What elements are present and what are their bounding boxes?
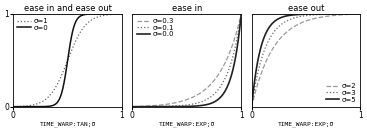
σ=1 [100,15,105,17]
Line: σ=0: σ=0 [13,14,122,107]
σ=1 [63,65,68,66]
σ=0.3 [189,97,193,99]
σ=0 [76,17,80,19]
σ=0.3 [236,24,241,25]
σ=0.0 [239,13,243,15]
σ=2 [250,106,254,107]
Title: ease in: ease in [172,4,202,13]
σ=2 [302,21,306,23]
Title: ease out: ease out [288,4,324,13]
σ=0.1 [239,13,243,15]
Legend: σ=0.3, σ=0.1, σ=0.0: σ=0.3, σ=0.1, σ=0.0 [136,17,175,38]
σ=1 [70,48,74,50]
σ=0 [63,77,67,79]
Line: σ=0.3: σ=0.3 [132,14,241,107]
σ=1 [11,106,15,107]
σ=3 [308,14,313,16]
σ=3 [250,106,254,107]
σ=0 [63,73,68,75]
σ=0.1 [195,102,199,104]
σ=0.3 [182,100,186,101]
σ=0.1 [182,105,186,106]
σ=1 [117,13,121,15]
σ=2 [356,13,360,15]
σ=0 [11,106,15,107]
Title: ease in and ease out: ease in and ease out [24,4,112,13]
σ=3 [314,14,319,15]
σ=0.3 [182,100,187,101]
σ=0 [120,13,124,15]
σ=2 [301,21,305,23]
σ=0.3 [219,69,224,70]
σ=5 [358,13,363,15]
σ=5 [250,106,254,107]
σ=3 [356,13,360,15]
σ=5 [302,13,306,15]
σ=0.1 [189,103,193,105]
σ=3 [339,13,343,15]
σ=1 [63,66,67,68]
σ=0.3 [130,106,135,107]
σ=0 [117,13,121,15]
σ=3 [358,13,363,15]
σ=1 [76,36,80,37]
σ=2 [339,14,343,16]
Line: σ=3: σ=3 [252,14,360,107]
σ=5 [308,13,313,15]
σ=0.1 [182,104,187,106]
σ=5 [356,13,360,15]
X-axis label: TIME_WARP:TAN;σ: TIME_WARP:TAN;σ [40,121,96,127]
σ=5 [339,13,343,15]
σ=0.3 [239,13,243,15]
σ=0.1 [130,106,135,107]
σ=0.0 [195,105,199,107]
Line: σ=0.0: σ=0.0 [132,14,241,107]
σ=0.0 [189,105,193,107]
X-axis label: TIME_WARP:EXP;σ: TIME_WARP:EXP;σ [278,121,334,127]
Line: σ=2: σ=2 [252,14,360,107]
σ=0.0 [182,106,187,107]
Line: σ=1: σ=1 [13,14,122,107]
σ=5 [314,13,319,15]
σ=1 [120,13,124,15]
σ=0.1 [236,29,241,31]
σ=0.0 [130,106,135,107]
σ=2 [308,19,313,20]
σ=3 [301,15,305,17]
X-axis label: TIME_WARP:EXP;σ: TIME_WARP:EXP;σ [159,121,215,127]
σ=2 [358,13,363,15]
Line: σ=5: σ=5 [252,14,360,107]
Legend: σ=1, σ=0: σ=1, σ=0 [17,17,49,31]
Legend: σ=2, σ=3, σ=5: σ=2, σ=3, σ=5 [325,82,357,103]
σ=0.0 [219,95,224,97]
σ=2 [314,17,319,19]
σ=0.0 [236,36,241,38]
σ=0 [70,33,74,34]
σ=3 [302,15,306,17]
σ=5 [301,13,305,15]
σ=0.3 [195,94,199,96]
σ=0.1 [219,84,224,86]
Line: σ=0.1: σ=0.1 [132,14,241,107]
σ=0.0 [182,106,186,107]
σ=0 [100,13,105,15]
